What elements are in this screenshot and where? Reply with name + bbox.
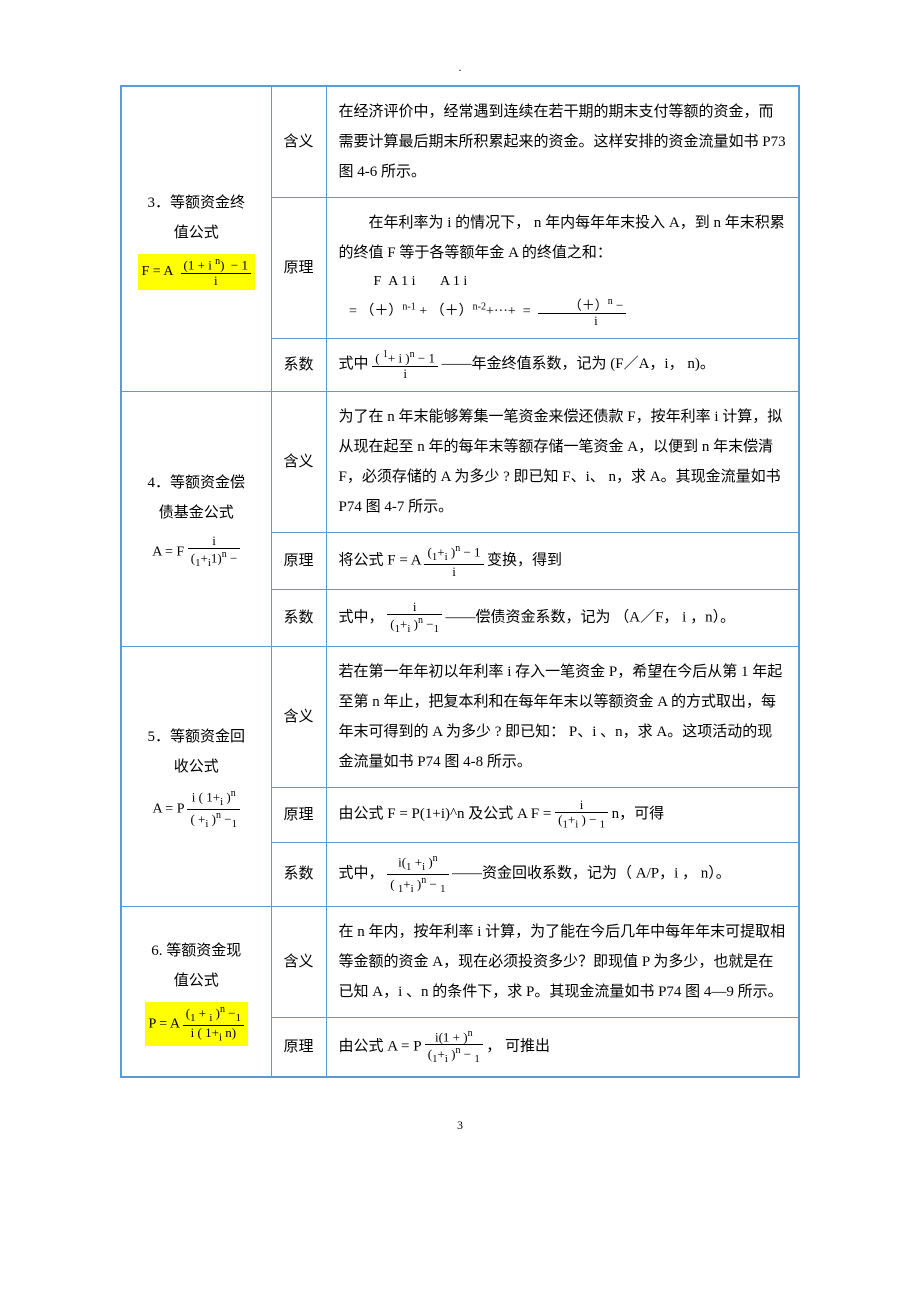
label-meaning: 含义	[271, 391, 326, 532]
row4-meaning: 为了在 n 年末能够筹集一笔资金来偿还债款 F，按年利率 i 计算，拟从现在起至…	[326, 391, 799, 532]
label-coeff: 系数	[271, 589, 326, 646]
page-number: 3	[120, 1118, 800, 1133]
label-meaning: 含义	[271, 906, 326, 1017]
row5-meaning: 若在第一年年初以年利率 i 存入一笔资金 P，希望在今后从第 1 年起至第 n …	[326, 647, 799, 788]
label-principle: 原理	[271, 198, 326, 339]
principle-before: 由公式 A = P	[339, 1038, 422, 1054]
row-title-line: 6. 等额资金现	[151, 943, 241, 959]
coeff-before: 式中，	[339, 609, 384, 625]
row5-formula: A = P i ( 1+i )n( +i )n −1	[134, 788, 259, 831]
label-meaning: 含义	[271, 647, 326, 788]
row5-coeff: 式中， i(1 +i )n( 1+i )n − 1 ——资金回收系数，记为（ A…	[326, 842, 799, 906]
label-principle: 原理	[271, 1017, 326, 1077]
principle-after: 变换，得到	[487, 552, 562, 568]
label-coeff: 系数	[271, 842, 326, 906]
row-title-line: 值公式	[174, 973, 219, 989]
row4-formula: A = F i(1+i1)n −	[134, 534, 259, 570]
principle-before: 由公式 F = P(1+i)^n 及公式 A F =	[339, 806, 552, 822]
principle-text: 在年利率为 i 的情况下， n 年内每年年末投入 A，到 n 年末积累的终值 F…	[339, 208, 787, 268]
row6-meaning: 在 n 年内，按年利率 i 计算，为了能在今后几年中每年年末可提取相等金额的资金…	[326, 906, 799, 1017]
row6-title: 6. 等额资金现 值公式 P = A (1 + i )n −1i ( 1+i n…	[121, 906, 271, 1077]
label-principle: 原理	[271, 788, 326, 843]
row5-principle: 由公式 F = P(1+i)^n 及公式 A F = i(1+i ) − 1 n…	[326, 788, 799, 843]
table-row: 6. 等额资金现 值公式 P = A (1 + i )n −1i ( 1+i n…	[121, 906, 799, 1017]
row5-title: 5．等额资金回 收公式 A = P i ( 1+i )n( +i )n −1	[121, 647, 271, 906]
row-title-line: 5．等额资金回	[147, 729, 245, 745]
row4-coeff: 式中， i(1+i )n −1 ——偿债资金系数，记为 （A／F， i ，n）。	[326, 589, 799, 646]
table-row: 5．等额资金回 收公式 A = P i ( 1+i )n( +i )n −1 含…	[121, 647, 799, 788]
row3-title: 3．等额资金终 值公式 F = A (1 + i n) − 1i	[121, 86, 271, 391]
row-title-line: 3．等额资金终	[147, 195, 245, 211]
principle-after: n，可得	[612, 806, 665, 822]
principle-after: ， 可推出	[486, 1038, 550, 1054]
row4-principle: 将公式 F = A (1+i )n − 1i 变换，得到	[326, 532, 799, 589]
coeff-after: ——偿债资金系数，记为 （A／F， i ，n）。	[446, 609, 736, 625]
principle-before: 将公式 F = A	[339, 552, 421, 568]
principle-equation: F A 1 i A 1 i = （＋）n-1 + （＋）n-2+···+ = （…	[339, 268, 787, 328]
coeff-before: 式中	[339, 356, 369, 372]
label-coeff: 系数	[271, 338, 326, 391]
row-title-line: 收公式	[174, 759, 219, 775]
row6-formula: P = A (1 + i )n −1i ( 1+i n)	[145, 1002, 248, 1046]
label-principle: 原理	[271, 532, 326, 589]
row3-principle: 在年利率为 i 的情况下， n 年内每年年末投入 A，到 n 年末积累的终值 F…	[326, 198, 799, 339]
row3-coeff: 式中 ( 1+ i )n − 1i ——年金终值系数，记为 (F／A，i， n)…	[326, 338, 799, 391]
table-row: 3．等额资金终 值公式 F = A (1 + i n) − 1i 含义 在经济评…	[121, 86, 799, 198]
row3-formula: F = A (1 + i n) − 1i	[138, 254, 255, 290]
coeff-before: 式中，	[339, 865, 384, 881]
coeff-after: ——年金终值系数，记为 (F／A，i， n)。	[441, 356, 714, 372]
coeff-after: ——资金回收系数，记为（ A/P，i ， n）。	[452, 865, 731, 881]
row-title-line: 4．等额资金偿	[147, 475, 245, 491]
page-dot: .	[120, 60, 800, 75]
row6-principle: 由公式 A = P i(1 + )n(1+i )n − 1 ， 可推出	[326, 1017, 799, 1077]
table-row: 4．等额资金偿 债基金公式 A = F i(1+i1)n − 含义 为了在 n …	[121, 391, 799, 532]
row3-meaning: 在经济评价中，经常遇到连续在若干期的期末支付等额的资金，而需要计算最后期末所积累…	[326, 86, 799, 198]
label-meaning: 含义	[271, 86, 326, 198]
row-title-line: 值公式	[174, 225, 219, 241]
row4-title: 4．等额资金偿 债基金公式 A = F i(1+i1)n −	[121, 391, 271, 646]
row-title-line: 债基金公式	[159, 505, 234, 521]
formula-table: 3．等额资金终 值公式 F = A (1 + i n) − 1i 含义 在经济评…	[120, 85, 800, 1078]
